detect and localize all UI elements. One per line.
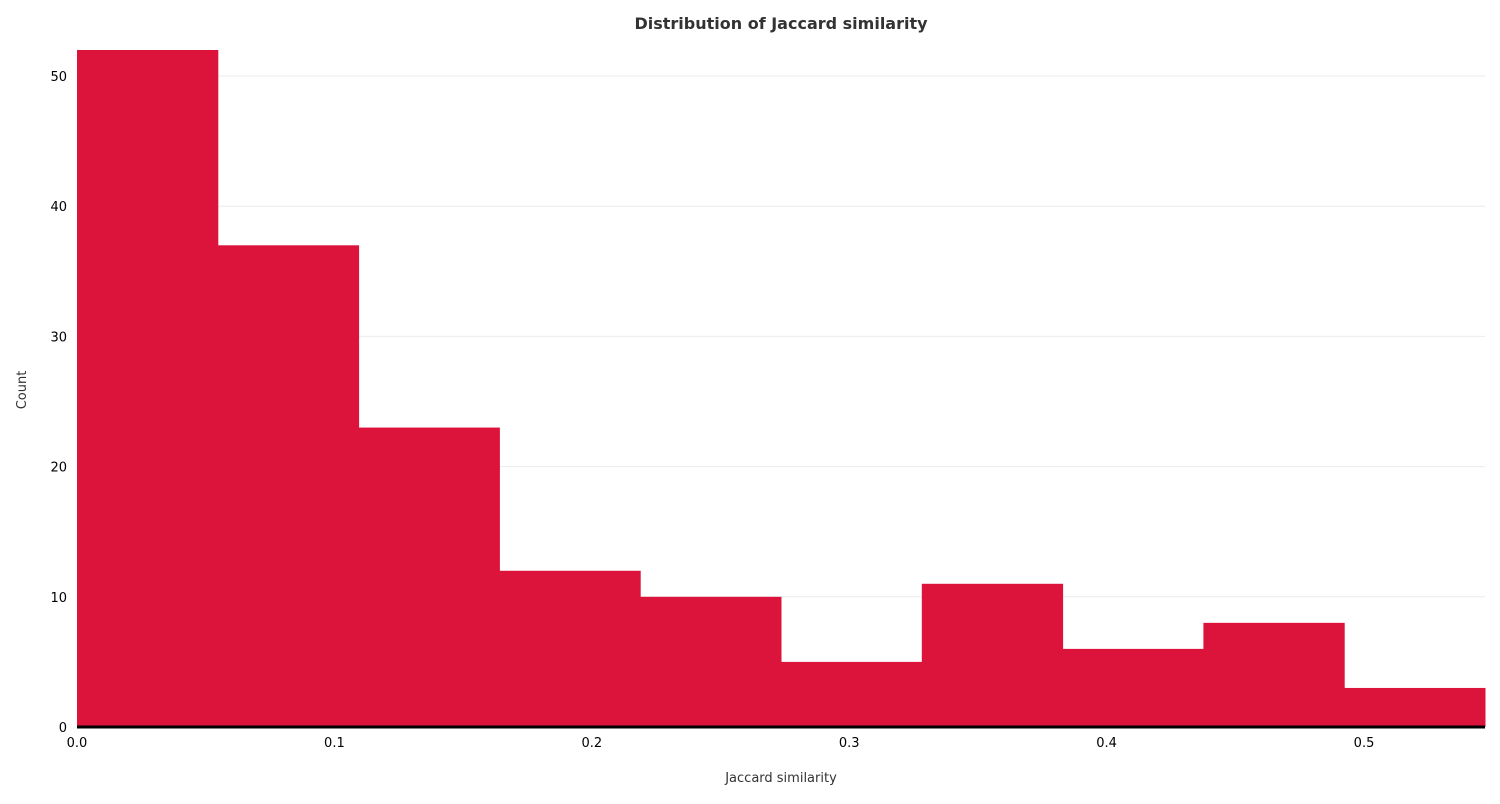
y-tick-label: 30 xyxy=(50,330,67,345)
y-tick-label: 50 xyxy=(50,70,67,85)
histogram-bar xyxy=(1203,622,1345,727)
x-axis-title: Jaccard similarity xyxy=(724,771,837,786)
histogram-bar xyxy=(499,570,641,727)
x-tick-labels: 0.0 0.1 0.2 0.3 0.4 0.5 xyxy=(67,736,1375,751)
histogram-bar xyxy=(1062,648,1204,727)
x-tick-label: 0.2 xyxy=(581,736,602,751)
y-tick-label: 10 xyxy=(50,591,67,606)
y-axis-title: Count xyxy=(15,371,30,410)
histogram-bar xyxy=(921,583,1064,727)
y-tick-label: 0 xyxy=(59,721,67,736)
chart-title: Distribution of Jaccard similarity xyxy=(634,14,928,33)
x-tick-label: 0.3 xyxy=(839,736,860,751)
x-tick-label: 0.0 xyxy=(67,736,88,751)
histogram-bar xyxy=(640,596,782,727)
histogram-bar xyxy=(781,661,923,727)
histogram-bar xyxy=(77,50,219,727)
x-tick-label: 0.1 xyxy=(324,736,345,751)
histogram-bar xyxy=(217,245,360,728)
x-tick-label: 0.5 xyxy=(1354,736,1375,751)
y-tick-label: 20 xyxy=(50,461,67,476)
histogram-bar xyxy=(1344,687,1486,727)
bars xyxy=(77,50,1486,728)
y-tick-labels: 0 10 20 30 40 50 xyxy=(50,70,67,736)
histogram-bar xyxy=(358,427,500,727)
x-tick-label: 0.4 xyxy=(1096,736,1117,751)
y-tick-label: 40 xyxy=(50,200,67,215)
